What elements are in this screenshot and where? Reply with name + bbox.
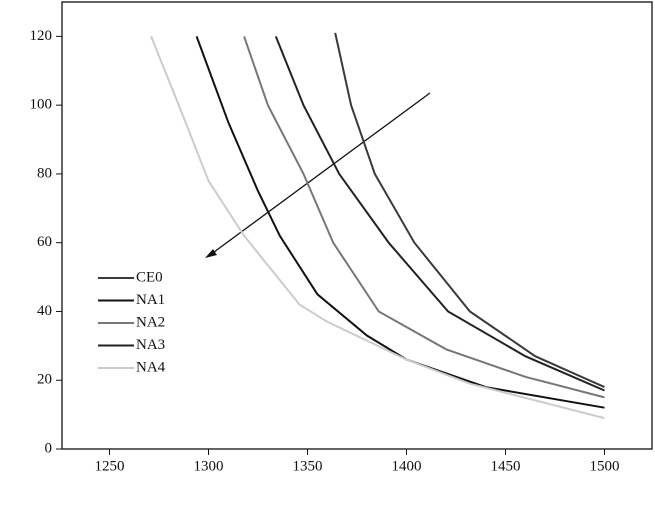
x-tick-label: 1450	[490, 458, 520, 474]
legend-label: NA4	[136, 359, 166, 375]
legend-label: NA1	[136, 292, 165, 308]
legend-label: CE0	[136, 269, 163, 285]
plot-frame	[61, 1, 653, 450]
x-tick-label: 1350	[293, 458, 323, 474]
y-tick-label: 60	[37, 234, 52, 250]
trend-arrow	[205, 92, 431, 258]
y-tick-label: 100	[30, 97, 53, 113]
y-tick-label: 40	[37, 303, 52, 319]
series-line	[334, 32, 605, 389]
x-tick-label: 1250	[95, 458, 125, 474]
x-tick-label: 1300	[194, 458, 224, 474]
series-line	[150, 36, 605, 420]
y-tick-label: 80	[37, 165, 52, 181]
series-line	[195, 36, 605, 409]
series-line	[274, 36, 605, 392]
x-tick-label: 1400	[391, 458, 421, 474]
legend-label: NA3	[136, 337, 165, 353]
series-line	[243, 36, 605, 399]
legend-label: NA2	[136, 314, 165, 330]
x-tick-label: 1500	[589, 458, 619, 474]
y-tick-label: 120	[30, 28, 53, 44]
y-tick-label: 0	[45, 440, 53, 456]
y-tick-label: 20	[37, 372, 52, 388]
